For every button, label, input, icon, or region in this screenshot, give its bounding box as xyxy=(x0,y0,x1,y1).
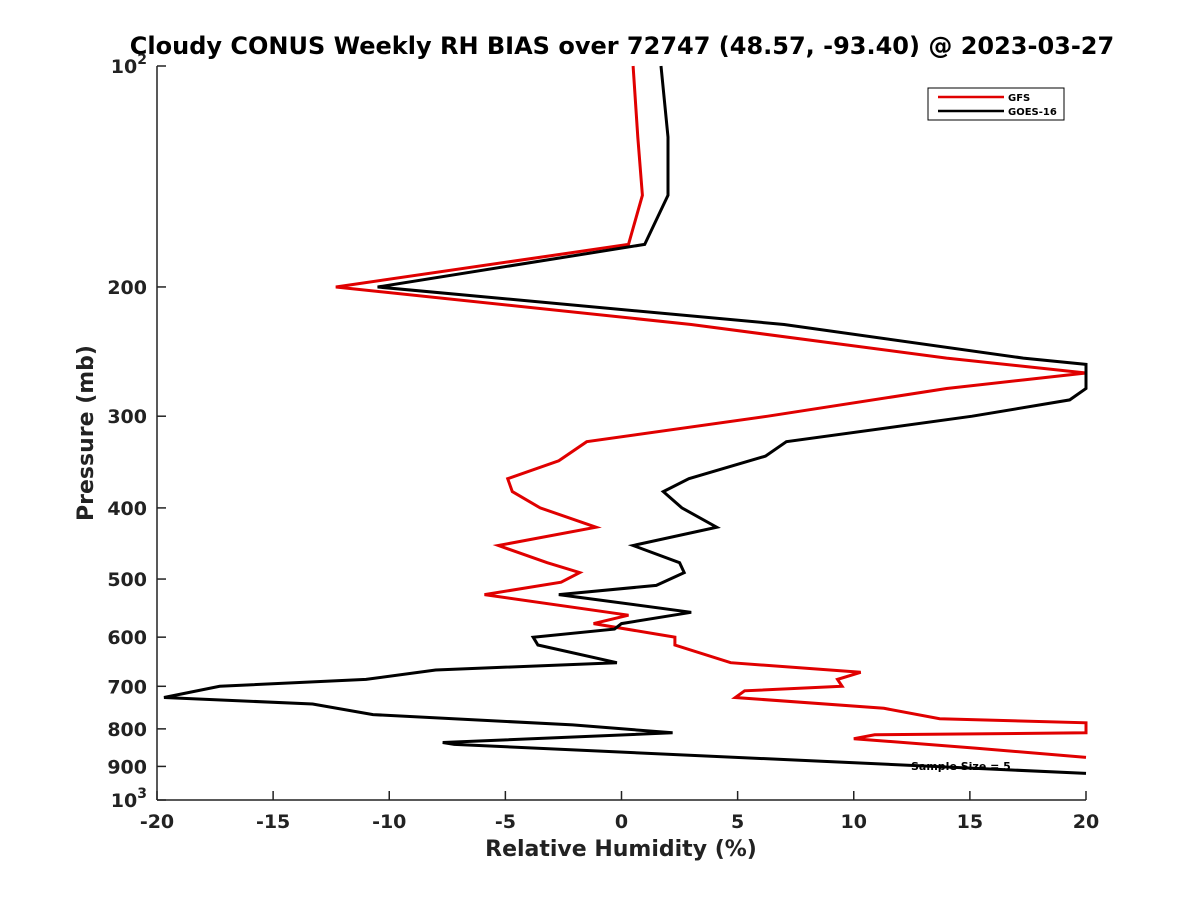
y-tick-label: 900 xyxy=(107,756,147,778)
series-line-goes16 xyxy=(163,65,1088,775)
y-ticks: 102 200 300 400 500 600 700 800 900 103 xyxy=(107,52,166,812)
y-tick-label: 500 xyxy=(107,569,147,591)
x-tick-label: 0 xyxy=(615,811,628,833)
x-tick-label: -20 xyxy=(140,811,174,833)
legend-label-gfs: GFS xyxy=(1008,93,1030,104)
series-layer xyxy=(163,65,1088,775)
y-tick-label: 700 xyxy=(107,676,147,698)
chart-title: Cloudy CONUS Weekly RH BIAS over 72747 (… xyxy=(130,32,1114,60)
series-line-gfs xyxy=(335,65,1088,759)
y-tick-label: 103 xyxy=(111,786,147,812)
x-axis-label: Relative Humidity (%) xyxy=(485,837,757,862)
x-tick-label: 20 xyxy=(1073,811,1099,833)
legend-box xyxy=(927,87,1065,121)
x-tick-label: 10 xyxy=(841,811,867,833)
y-tick-label: 800 xyxy=(107,719,147,741)
legend: GFS GOES-16 xyxy=(927,87,1065,121)
y-tick-label: 200 xyxy=(107,277,147,299)
x-tick-label: -10 xyxy=(372,811,406,833)
plot-area xyxy=(157,66,1086,800)
y-tick-label: 300 xyxy=(107,406,147,428)
y-tick-label: 400 xyxy=(107,498,147,520)
legend-label-goes16: GOES-16 xyxy=(1008,107,1057,118)
x-tick-label: -5 xyxy=(495,811,516,833)
x-tick-label: -15 xyxy=(256,811,290,833)
sample-size-annotation: Sample Size = 5 xyxy=(911,760,1011,773)
x-tick-label: 5 xyxy=(731,811,744,833)
y-tick-label: 102 xyxy=(111,52,147,78)
y-tick-label: 600 xyxy=(107,627,147,649)
y-axis-label: Pressure (mb) xyxy=(74,345,99,521)
x-ticks: -20 -15 -10 -5 0 5 10 15 20 xyxy=(140,791,1099,833)
x-tick-label: 15 xyxy=(957,811,983,833)
